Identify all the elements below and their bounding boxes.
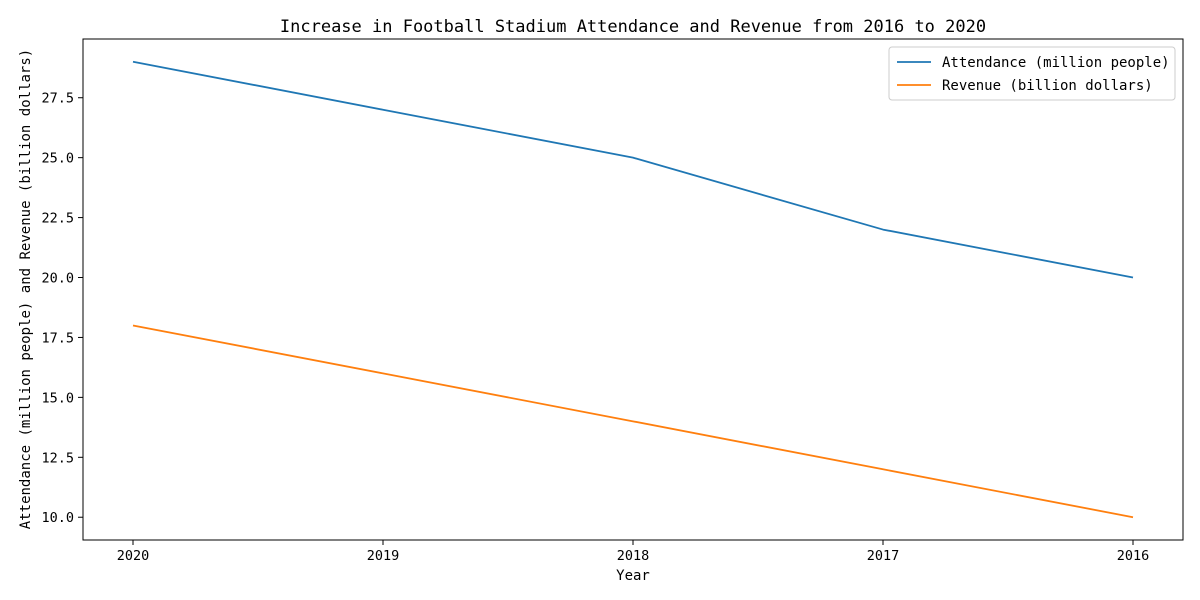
y-tick-label: 27.5 xyxy=(41,91,74,107)
x-tick-label: 2020 xyxy=(117,548,150,564)
legend-label-0: Attendance (million people) xyxy=(942,55,1170,71)
legend: Attendance (million people) Revenue (bill… xyxy=(888,46,1176,101)
x-axis-label: Year xyxy=(616,568,650,584)
y-tick-label: 17.5 xyxy=(41,330,74,346)
legend-box xyxy=(888,46,1176,101)
y-tick-label: 12.5 xyxy=(41,450,74,466)
x-tick-label: 2017 xyxy=(867,548,900,564)
chart-title: Increase in Football Stadium Attendance … xyxy=(280,17,986,37)
plot-area: 2020 2019 2018 2017 2016 10.0 12.5 15.0 17.5 20.0… xyxy=(41,38,1184,564)
series-line-1 xyxy=(132,324,1134,519)
series-line-0 xyxy=(132,60,1134,279)
y-axis-label: Attendance (million people) and Revenue … xyxy=(18,49,34,529)
x-tick-label: 2018 xyxy=(617,548,650,564)
legend-label-1: Revenue (billion dollars) xyxy=(942,78,1153,94)
y-tick-label: 10.0 xyxy=(41,510,74,526)
y-tick-label: 25.0 xyxy=(41,151,74,167)
x-tick-label: 2016 xyxy=(1117,548,1150,564)
y-tick-label: 22.5 xyxy=(41,211,74,227)
y-tick-label: 15.0 xyxy=(41,390,74,406)
x-tick-label: 2019 xyxy=(367,548,400,564)
plot-frame xyxy=(82,38,1184,541)
y-tick-label: 20.0 xyxy=(41,271,74,287)
